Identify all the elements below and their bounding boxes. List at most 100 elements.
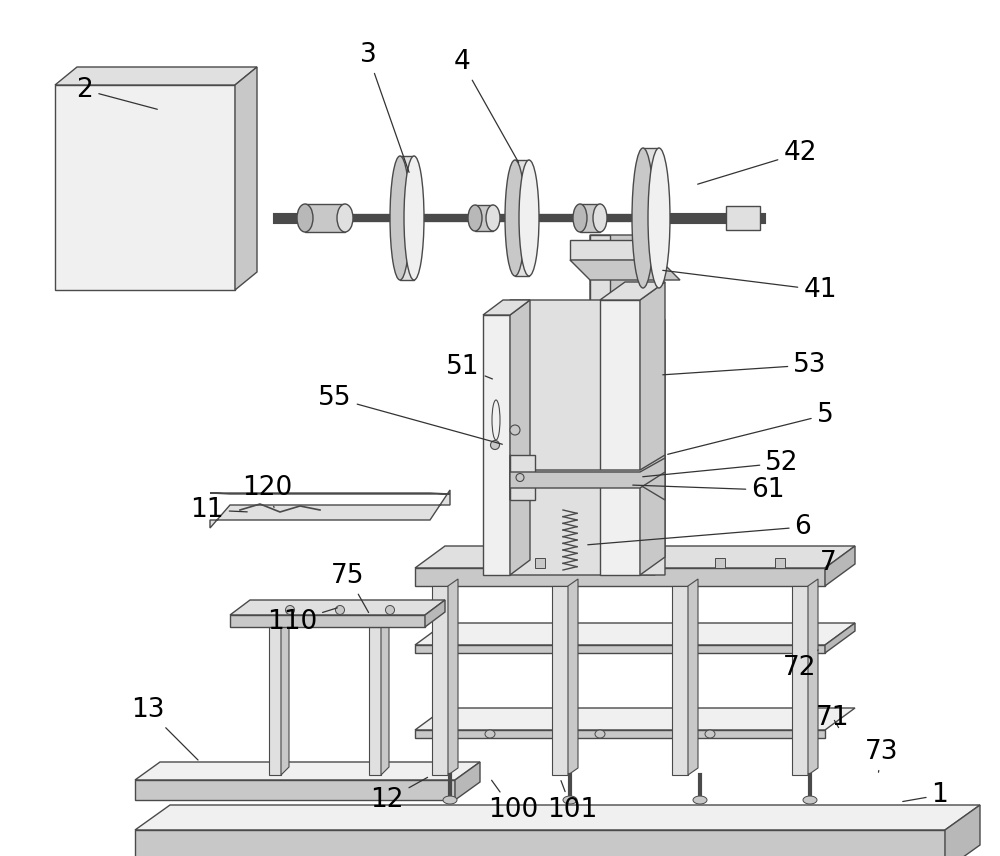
Polygon shape	[672, 586, 688, 775]
Polygon shape	[210, 493, 450, 494]
Polygon shape	[775, 558, 785, 568]
Polygon shape	[635, 558, 645, 568]
Text: 1: 1	[903, 782, 948, 808]
Polygon shape	[55, 67, 257, 85]
Ellipse shape	[593, 204, 607, 232]
Polygon shape	[135, 762, 480, 780]
Text: 55: 55	[318, 385, 502, 444]
Ellipse shape	[390, 156, 410, 280]
Polygon shape	[483, 300, 530, 315]
Ellipse shape	[510, 425, 520, 435]
Polygon shape	[485, 558, 495, 568]
Polygon shape	[230, 615, 425, 627]
Ellipse shape	[648, 148, 670, 288]
Text: 73: 73	[865, 739, 899, 772]
Ellipse shape	[386, 605, 394, 615]
Text: 7: 7	[820, 550, 836, 576]
Ellipse shape	[490, 441, 500, 449]
Polygon shape	[415, 708, 855, 730]
Polygon shape	[135, 830, 945, 856]
Text: 12: 12	[370, 777, 428, 813]
Polygon shape	[640, 282, 665, 575]
Ellipse shape	[286, 605, 294, 615]
Polygon shape	[825, 546, 855, 586]
Polygon shape	[808, 579, 818, 775]
Text: 100: 100	[488, 781, 538, 823]
Ellipse shape	[336, 605, 344, 615]
Polygon shape	[448, 579, 458, 775]
Polygon shape	[825, 623, 855, 653]
Polygon shape	[135, 805, 980, 830]
Text: 13: 13	[131, 697, 198, 760]
Ellipse shape	[468, 205, 482, 231]
Text: 110: 110	[267, 608, 337, 635]
Polygon shape	[643, 148, 659, 288]
Polygon shape	[945, 805, 980, 856]
Polygon shape	[369, 627, 381, 775]
Polygon shape	[400, 156, 414, 280]
Polygon shape	[305, 204, 345, 232]
Ellipse shape	[563, 796, 577, 804]
Ellipse shape	[505, 160, 525, 276]
Ellipse shape	[519, 160, 539, 276]
Text: 42: 42	[698, 140, 817, 184]
Polygon shape	[269, 627, 281, 775]
Polygon shape	[235, 67, 257, 290]
Polygon shape	[483, 315, 510, 575]
Polygon shape	[568, 579, 578, 775]
Ellipse shape	[443, 796, 457, 804]
Text: 120: 120	[242, 475, 292, 508]
Text: 53: 53	[663, 352, 827, 378]
Polygon shape	[590, 235, 655, 575]
Polygon shape	[432, 586, 448, 775]
Polygon shape	[570, 240, 660, 260]
Text: 52: 52	[643, 450, 799, 477]
Polygon shape	[600, 282, 665, 300]
Ellipse shape	[337, 204, 353, 232]
Polygon shape	[425, 600, 445, 627]
Ellipse shape	[803, 796, 817, 804]
Polygon shape	[580, 204, 600, 232]
Polygon shape	[381, 619, 389, 775]
Text: 2: 2	[77, 77, 157, 110]
Polygon shape	[55, 85, 235, 290]
Ellipse shape	[297, 204, 313, 232]
Polygon shape	[510, 458, 665, 488]
Ellipse shape	[485, 730, 495, 738]
Ellipse shape	[492, 400, 500, 440]
Ellipse shape	[693, 796, 707, 804]
Text: 41: 41	[663, 270, 837, 303]
Polygon shape	[510, 300, 530, 575]
Polygon shape	[455, 762, 480, 800]
Polygon shape	[570, 260, 680, 280]
Polygon shape	[510, 455, 535, 500]
Polygon shape	[415, 546, 855, 568]
Polygon shape	[415, 730, 825, 738]
Ellipse shape	[516, 473, 524, 482]
Polygon shape	[210, 490, 450, 528]
Text: 3: 3	[360, 42, 409, 172]
Polygon shape	[510, 300, 665, 575]
Polygon shape	[415, 623, 855, 645]
Text: 5: 5	[668, 402, 833, 455]
Ellipse shape	[705, 730, 715, 738]
Polygon shape	[600, 300, 640, 575]
Polygon shape	[415, 568, 825, 586]
Polygon shape	[535, 558, 545, 568]
Ellipse shape	[595, 730, 605, 738]
Polygon shape	[475, 205, 493, 231]
Polygon shape	[510, 455, 665, 500]
Text: 6: 6	[588, 514, 811, 544]
Text: 75: 75	[331, 563, 369, 613]
Ellipse shape	[573, 204, 587, 232]
Polygon shape	[726, 206, 760, 230]
Polygon shape	[792, 586, 808, 775]
Ellipse shape	[404, 156, 424, 280]
Polygon shape	[415, 645, 825, 653]
Text: 71: 71	[816, 705, 850, 731]
Polygon shape	[590, 235, 610, 555]
Polygon shape	[715, 558, 725, 568]
Text: 11: 11	[190, 497, 247, 523]
Text: 51: 51	[446, 354, 492, 380]
Polygon shape	[230, 600, 445, 615]
